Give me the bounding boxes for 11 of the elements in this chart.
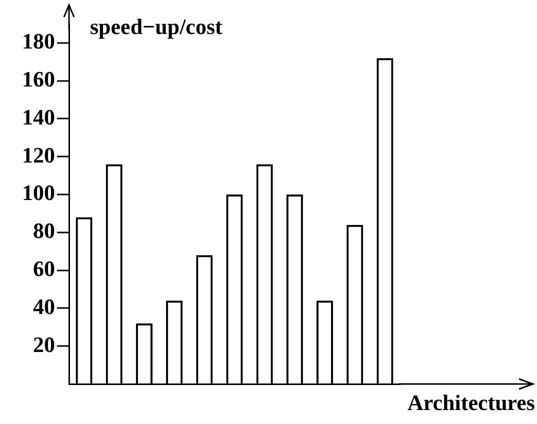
y-tick-label: 120 [22,142,55,168]
y-tick-label: 140 [22,104,55,130]
y-axis-title: speed−up/cost [90,14,222,40]
y-tick-label: 100 [22,180,55,206]
y-tick-label: 60 [33,256,55,282]
y-tick-label: 20 [33,332,55,357]
y-tick-label: 180 [22,28,55,54]
y-tick-label: 80 [33,218,55,244]
y-tick-label: 40 [33,294,55,319]
x-axis-title: Architectures [408,390,535,416]
y-tick-label: 160 [22,66,55,92]
